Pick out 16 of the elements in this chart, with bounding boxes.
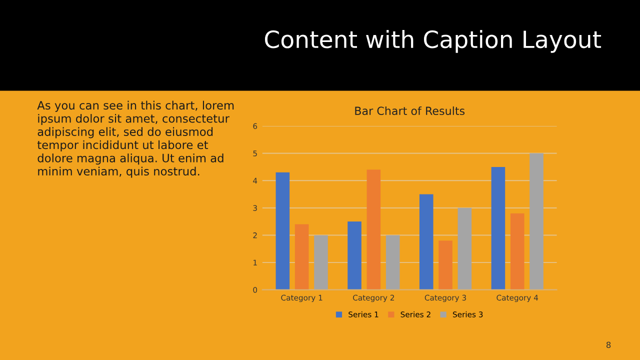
bar [510,213,524,290]
bar [276,172,290,290]
text: 8 [606,342,611,348]
bar [419,194,434,290]
bar [491,166,506,290]
chart-title: Bar Chart of Results [355,106,465,116]
bar [438,240,452,290]
text: As you can see in this chart, lorem ipsum dolor sit amet, consectetur adipiscing elit, sed do eiusmod tempor incididunt ut labore et dolore magna aliqua. Ut enim ad minim veniam, quis nostrud. [37,100,234,178]
bar [314,235,328,290]
bar [530,153,544,290]
text: Content with Caption Layout [264,30,602,53]
bar [294,224,309,290]
bar [458,208,472,290]
bar [386,235,400,290]
bar [366,170,381,290]
bar [348,222,362,290]
